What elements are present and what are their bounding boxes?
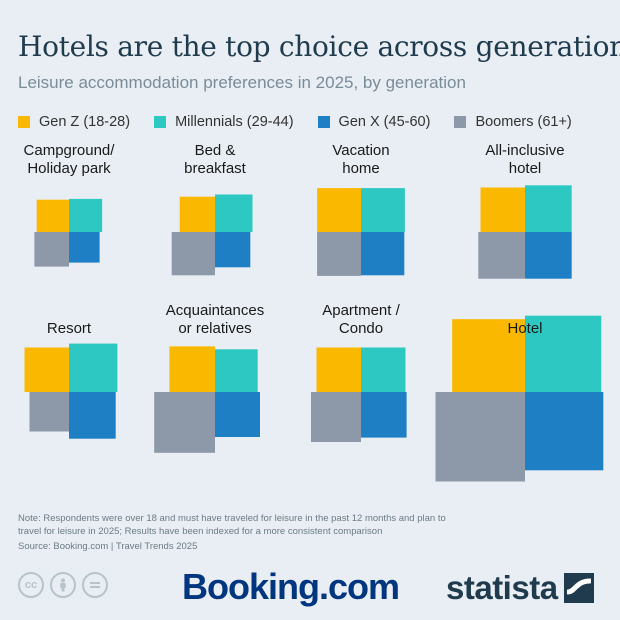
square-hotel-gen-x — [525, 392, 604, 471]
square-hotel-boomers — [435, 392, 525, 482]
square-apartment-condo-millennials — [361, 347, 406, 392]
category-label-acquaintances-or-relatives: or relatives — [178, 320, 251, 337]
square-acquaintances-or-relatives-boomers — [154, 392, 215, 453]
statista-wordmark: statista — [446, 569, 558, 606]
category-label-all-inclusive-hotel: All-inclusive — [485, 142, 564, 159]
category-label-bed-breakfast: breakfast — [184, 160, 247, 177]
legend-label-gen-z: Gen Z (18-28) — [39, 114, 131, 130]
legend-swatch-gen-x — [317, 116, 330, 128]
square-all-inclusive-hotel-gen-x — [525, 232, 572, 279]
category-label-resort: Resort — [47, 320, 92, 337]
square-acquaintances-or-relatives-millennials — [215, 349, 258, 392]
legend-swatch-millennials — [154, 116, 167, 128]
chart-subtitle: Leisure accommodation preferences in 202… — [18, 73, 466, 92]
booking-logo: Booking.com — [182, 566, 400, 607]
category-label-apartment-condo: Apartment / — [322, 302, 400, 319]
square-campground-holiday-park-gen-z — [36, 199, 69, 232]
square-campground-holiday-park-gen-x — [69, 232, 100, 263]
category-label-campground-holiday-park: Holiday park — [27, 160, 111, 177]
square-resort-boomers — [29, 392, 69, 432]
chart-source: Source: Booking.com | Travel Trends 2025 — [18, 541, 198, 552]
square-campground-holiday-park-millennials — [69, 198, 103, 232]
square-campground-holiday-park-boomers — [34, 232, 69, 267]
legend-label-millennials: Millennials (29-44) — [175, 114, 294, 130]
statista-logo: statista — [446, 569, 594, 607]
square-resort-gen-z — [24, 347, 69, 392]
creative-commons-icon[interactable]: cc — [18, 572, 44, 598]
square-bed-breakfast-gen-z — [179, 196, 215, 232]
square-vacation-home-boomers — [317, 232, 361, 276]
square-resort-millennials — [69, 343, 118, 392]
legend-label-gen-x: Gen X (45-60) — [338, 114, 431, 130]
square-acquaintances-or-relatives-gen-x — [215, 392, 260, 437]
legend-label-boomers: Boomers (61+) — [475, 114, 572, 130]
square-bed-breakfast-boomers — [171, 232, 215, 276]
legend-item-gen-x: Gen X (45-60) — [317, 114, 431, 130]
square-hotel-millennials — [525, 315, 602, 392]
no-derivatives-icon[interactable] — [82, 572, 108, 598]
square-bed-breakfast-millennials — [215, 194, 253, 232]
category-label-apartment-condo: Condo — [339, 320, 383, 337]
license-icons: cc — [18, 572, 114, 598]
category-label-vacation-home: Vacation — [332, 142, 389, 159]
square-all-inclusive-hotel-millennials — [525, 185, 572, 232]
category-label-acquaintances-or-relatives: Acquaintances — [166, 302, 264, 319]
category-label-bed-breakfast: Bed & — [195, 142, 236, 159]
legend-item-millennials: Millennials (29-44) — [154, 114, 294, 130]
square-vacation-home-gen-x — [361, 232, 405, 276]
statista-logo-icon — [563, 573, 594, 603]
category-label-hotel: Hotel — [507, 320, 542, 337]
legend-item-gen-z: Gen Z (18-28) — [18, 114, 130, 130]
legend: Gen Z (18-28) Millennials (29-44) Gen X … — [18, 114, 572, 130]
category-label-campground-holiday-park: Campground/ — [24, 142, 116, 159]
square-vacation-home-millennials — [361, 188, 405, 232]
category-label-vacation-home: home — [342, 160, 380, 177]
square-hotel-gen-z — [452, 319, 525, 392]
category-label-all-inclusive-hotel: hotel — [509, 160, 542, 177]
square-all-inclusive-hotel-boomers — [478, 232, 525, 279]
legend-item-boomers: Boomers (61+) — [454, 114, 572, 130]
square-apartment-condo-boomers — [311, 392, 361, 442]
legend-swatch-gen-z — [18, 116, 30, 128]
square-bed-breakfast-gen-x — [215, 232, 251, 268]
chart-note: Note: Respondents were over 18 and must … — [18, 513, 446, 537]
attribution-icon[interactable] — [50, 572, 76, 598]
square-resort-gen-x — [69, 392, 116, 439]
square-apartment-condo-gen-z — [316, 347, 361, 392]
legend-swatch-boomers — [454, 116, 467, 128]
square-apartment-condo-gen-x — [361, 392, 407, 438]
square-all-inclusive-hotel-gen-z — [480, 187, 525, 232]
square-acquaintances-or-relatives-gen-z — [169, 346, 215, 392]
square-vacation-home-gen-z — [317, 188, 361, 232]
chart-title: Hotels are the top choice across generat… — [18, 30, 620, 63]
